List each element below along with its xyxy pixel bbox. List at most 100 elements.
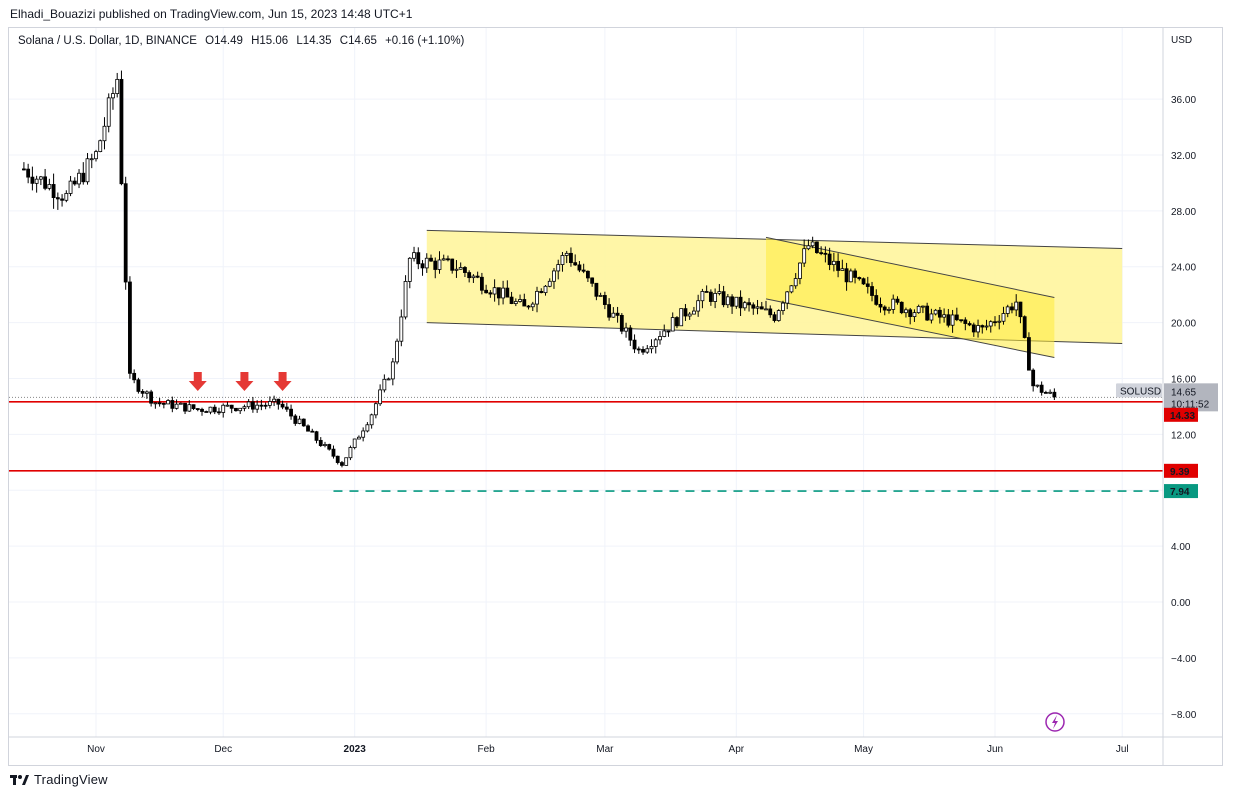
candle-body bbox=[136, 379, 141, 392]
candle bbox=[272, 395, 277, 407]
candle-body bbox=[658, 336, 662, 341]
candle-body bbox=[619, 314, 624, 332]
candle bbox=[1048, 389, 1053, 395]
candle-body bbox=[85, 158, 90, 183]
candle bbox=[280, 400, 285, 410]
candle-body bbox=[161, 402, 166, 405]
candle-body bbox=[310, 430, 315, 433]
candle-body bbox=[289, 408, 293, 417]
candle bbox=[552, 268, 556, 289]
candle-body bbox=[1035, 384, 1040, 387]
lightning-icon-ring bbox=[1045, 712, 1065, 732]
candle-body bbox=[713, 293, 718, 302]
candle bbox=[781, 300, 785, 315]
candle bbox=[870, 281, 874, 302]
candle-body bbox=[378, 389, 383, 405]
candle-body bbox=[47, 184, 52, 189]
candle bbox=[530, 301, 535, 312]
candle-body bbox=[43, 176, 48, 189]
candles bbox=[22, 70, 1057, 468]
candle bbox=[267, 396, 272, 409]
candle-body bbox=[552, 270, 556, 282]
time-tick-label: Jul bbox=[1116, 744, 1129, 755]
candle bbox=[204, 410, 209, 413]
candle bbox=[51, 173, 56, 209]
candle-body bbox=[984, 325, 989, 328]
candle-body bbox=[382, 378, 387, 391]
candle-body bbox=[547, 280, 552, 287]
candle bbox=[259, 399, 264, 411]
candle-body bbox=[793, 278, 798, 287]
candle bbox=[857, 276, 862, 281]
candle-body bbox=[823, 252, 828, 255]
candle bbox=[187, 400, 192, 412]
candle-body bbox=[959, 319, 963, 322]
candle-body bbox=[946, 314, 951, 326]
candle bbox=[827, 247, 832, 271]
down-arrow-icon bbox=[273, 372, 292, 391]
inner-channel-lower bbox=[765, 298, 1055, 359]
candle bbox=[208, 406, 213, 415]
candle-body bbox=[798, 262, 802, 279]
candle bbox=[547, 278, 552, 288]
candle-body bbox=[764, 308, 768, 311]
candle bbox=[166, 399, 170, 405]
candle-body bbox=[144, 391, 149, 394]
candle bbox=[77, 169, 81, 189]
candle-body bbox=[853, 270, 857, 278]
candle bbox=[840, 259, 845, 271]
candle bbox=[725, 293, 730, 308]
candle-body bbox=[429, 257, 433, 262]
candle-body bbox=[72, 180, 77, 185]
candle bbox=[433, 257, 438, 279]
candle-body bbox=[238, 407, 243, 412]
candle-body bbox=[259, 404, 264, 407]
candle-body bbox=[675, 317, 679, 327]
candle bbox=[624, 322, 628, 338]
candle-body bbox=[861, 278, 866, 285]
candle-body bbox=[505, 287, 510, 298]
candle-body bbox=[348, 447, 353, 459]
candle-body bbox=[738, 296, 743, 309]
candle bbox=[573, 254, 578, 266]
candle bbox=[670, 312, 675, 332]
candle bbox=[1001, 306, 1006, 325]
candle-body bbox=[195, 408, 200, 410]
candle-body bbox=[912, 312, 917, 317]
candle bbox=[488, 290, 493, 298]
candle bbox=[234, 407, 238, 412]
candle bbox=[225, 401, 230, 407]
candle-body bbox=[217, 411, 221, 414]
candle-body bbox=[263, 404, 268, 407]
candle bbox=[814, 241, 819, 254]
candle-body bbox=[687, 313, 692, 317]
candle-body bbox=[365, 424, 370, 432]
candle bbox=[306, 424, 310, 432]
candle bbox=[912, 309, 917, 322]
price-tick-label: 16.00 bbox=[1171, 374, 1196, 385]
candle-body bbox=[785, 291, 790, 304]
candle-body bbox=[700, 291, 705, 302]
candle bbox=[904, 307, 908, 318]
candle bbox=[378, 384, 383, 406]
candle bbox=[276, 398, 281, 410]
candle-body bbox=[730, 296, 734, 307]
candle-body bbox=[560, 255, 565, 265]
candle bbox=[899, 301, 904, 315]
channel-annotations bbox=[426, 229, 1123, 359]
candle-body bbox=[971, 324, 976, 333]
candle-body bbox=[569, 252, 573, 264]
candle bbox=[85, 153, 90, 185]
candle-body bbox=[38, 176, 43, 180]
candle-body bbox=[976, 325, 980, 333]
candle bbox=[140, 389, 145, 398]
candle-body bbox=[284, 406, 289, 410]
candle-body bbox=[904, 309, 908, 314]
candle bbox=[836, 253, 840, 278]
candle-body bbox=[1005, 306, 1010, 314]
candle-body bbox=[441, 258, 446, 261]
candle-body bbox=[153, 402, 158, 405]
candle-body bbox=[577, 264, 582, 271]
candle-body bbox=[513, 301, 518, 304]
